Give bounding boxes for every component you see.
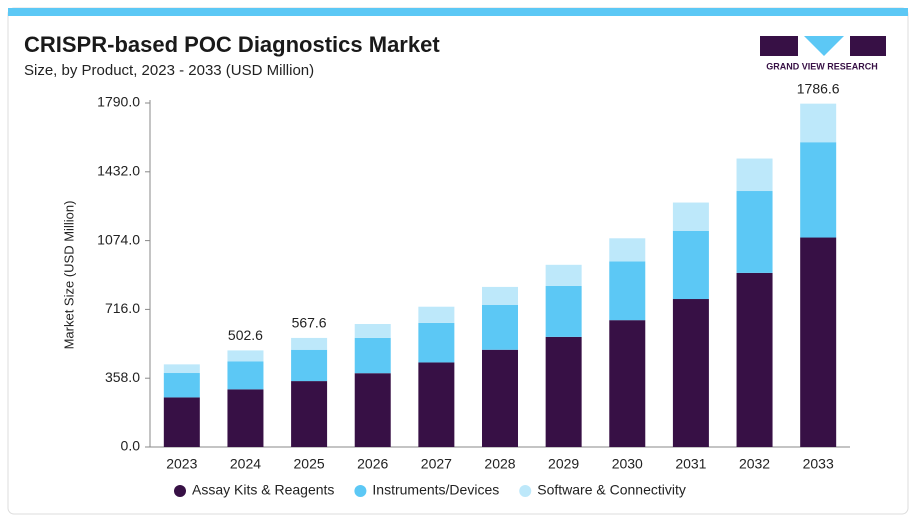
legend-swatch bbox=[174, 485, 186, 497]
bar-segment bbox=[736, 272, 773, 447]
bar-segment bbox=[227, 361, 264, 390]
y-axis-label: Market Size (USD Million) bbox=[61, 201, 76, 350]
bar-segment bbox=[482, 349, 518, 447]
bar-segment bbox=[736, 191, 773, 273]
bar-segment bbox=[354, 337, 391, 374]
bar-segment bbox=[800, 142, 837, 238]
legend-swatch bbox=[354, 485, 367, 497]
x-tick-label: 2027 bbox=[421, 456, 452, 472]
brand: GRAND VIEW RESEARCH bbox=[766, 61, 878, 71]
card bbox=[7, 7, 909, 515]
total-label: 567.6 bbox=[292, 315, 327, 331]
y-tick-label: 358.0 bbox=[105, 369, 140, 385]
legend-label: Assay Kits & Reagents bbox=[192, 482, 334, 498]
x-tick-label: 2033 bbox=[803, 456, 834, 472]
total-label: 502.6 bbox=[228, 327, 263, 343]
bar-segment bbox=[609, 320, 646, 447]
legend-label: Instruments/Devices bbox=[372, 482, 499, 498]
top-band bbox=[8, 8, 908, 16]
x-tick-label: 2025 bbox=[294, 456, 325, 472]
bar-segment bbox=[163, 397, 200, 447]
bar-segment bbox=[736, 158, 773, 192]
x-tick-label: 2029 bbox=[548, 456, 579, 472]
x-tick-label: 2028 bbox=[484, 456, 515, 472]
legend-swatch bbox=[519, 485, 532, 497]
y-tick-label: 1074.0 bbox=[97, 231, 140, 247]
y-tick-label: 0.0 bbox=[121, 438, 141, 454]
bar-segment bbox=[354, 324, 391, 338]
x-tick-label: 2030 bbox=[612, 456, 643, 472]
chart-title: CRISPR-based POC Diagnostics Market bbox=[24, 32, 440, 57]
logo bbox=[760, 36, 886, 56]
bar-segment bbox=[163, 364, 200, 374]
bar-segment bbox=[672, 299, 709, 447]
bar-segment bbox=[672, 202, 709, 231]
y-tick-label: 1432.0 bbox=[97, 163, 140, 179]
bar-segment bbox=[545, 336, 582, 447]
bar-segment bbox=[609, 261, 646, 321]
bar-segment bbox=[291, 349, 328, 382]
x-tick-label: 2031 bbox=[675, 456, 706, 472]
bar-segment bbox=[418, 362, 455, 447]
bar-segment bbox=[227, 389, 264, 447]
bar-segment bbox=[354, 373, 391, 447]
bar-segment bbox=[227, 350, 264, 362]
legend-label: Software & Connectivity bbox=[537, 482, 686, 498]
y-tick-label: 1790.0 bbox=[97, 94, 140, 110]
x-tick-label: 2023 bbox=[166, 456, 197, 472]
bar-segment bbox=[482, 304, 518, 350]
bar-segment bbox=[800, 237, 837, 447]
x-tick-label: 2026 bbox=[357, 456, 388, 472]
x-tick-label: 2024 bbox=[230, 456, 261, 472]
bar-segment bbox=[609, 238, 646, 262]
total-label: 1786.6 bbox=[797, 80, 840, 96]
bar-segment bbox=[545, 264, 582, 286]
bar-segment bbox=[291, 381, 328, 447]
bar-segment bbox=[418, 322, 455, 363]
bar-segment bbox=[800, 103, 837, 143]
bar-segment bbox=[418, 306, 455, 323]
chart-subtitle: Size, by Product, 2023 - 2033 (USD Milli… bbox=[24, 62, 314, 79]
bar-segment bbox=[545, 285, 582, 337]
bar-segment bbox=[291, 337, 328, 350]
x-tick-label: 2032 bbox=[739, 456, 770, 472]
bar-segment bbox=[482, 286, 518, 305]
y-tick-label: 716.0 bbox=[105, 300, 140, 316]
bar-segment bbox=[163, 373, 200, 398]
bar-segment bbox=[672, 230, 709, 300]
